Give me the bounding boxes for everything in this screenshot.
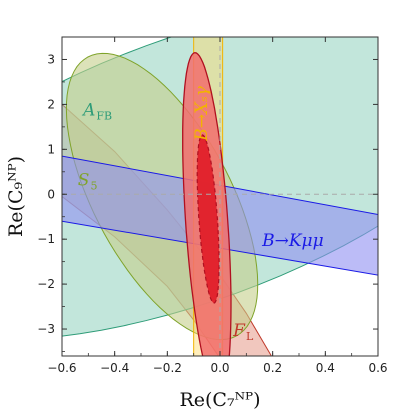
x-tick-label: −0.2 (153, 361, 182, 375)
reference-lines (62, 37, 378, 356)
combined-fit-inner (196, 134, 220, 304)
plot-regions (62, 37, 378, 356)
y-tick-label: −1 (37, 232, 55, 246)
x-tick-label: 0.6 (368, 361, 387, 375)
y-axis-title: Re(C₉ᴺᴾ) (5, 156, 27, 237)
y-tick-label: 2 (47, 97, 55, 111)
axis-ticks: −0.6 −0.4 −0.2 0.0 0.2 0.4 0.6 −3 −2 −1 0 1 2 3 (37, 36, 388, 375)
y-tick-label: −2 (37, 277, 55, 291)
x-tick-label: −0.6 (47, 361, 76, 375)
x-axis-title: Re(C₇ᴺᴾ) (179, 389, 260, 411)
x-tick-label: 0.0 (210, 361, 229, 375)
y-tick-label: 0 (47, 187, 55, 201)
x-tick-label: 0.4 (316, 361, 335, 375)
x-tick-label: 0.2 (263, 361, 282, 375)
bxsgamma-label: B→Xₛγ (192, 85, 212, 142)
x-tick-label: −0.4 (100, 361, 129, 375)
bkmumu-label: B→Kμμ (261, 231, 324, 251)
y-tick-label: 3 (47, 52, 55, 66)
y-tick-label: 1 (47, 142, 55, 156)
y-tick-label: −3 (37, 322, 55, 336)
